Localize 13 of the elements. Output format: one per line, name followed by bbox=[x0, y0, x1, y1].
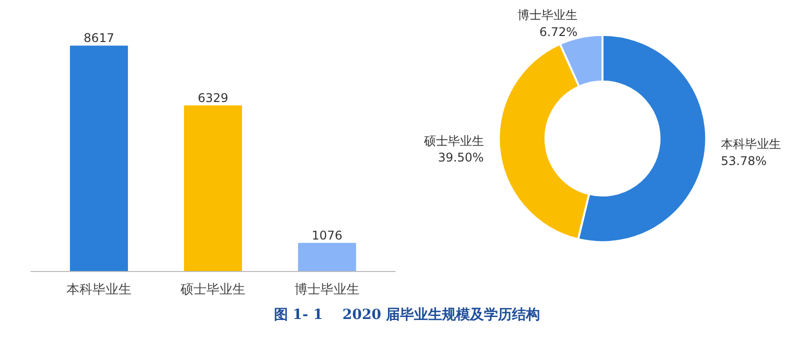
slice-label: 博士毕业生 bbox=[518, 8, 578, 22]
data-label: 39.50% bbox=[438, 150, 484, 165]
data-label: 8617 bbox=[84, 31, 114, 46]
caption: 图 1- 1 2020 届毕业生规模及学历结构 bbox=[274, 306, 540, 325]
x-tick-label: 硕士毕业生 bbox=[180, 282, 246, 298]
slice-label: 硕士毕业生 bbox=[422, 134, 484, 148]
data-label: 6329 bbox=[198, 90, 228, 105]
data-label: 6.72% bbox=[539, 24, 578, 39]
slice-label: 本科毕业生 bbox=[720, 137, 781, 152]
data-label: 53.78% bbox=[720, 154, 767, 168]
data-label: 1076 bbox=[312, 228, 342, 242]
x-tick-label: 博士毕业生 bbox=[294, 282, 360, 298]
x-tick-label: 本科毕业生 bbox=[66, 282, 132, 298]
